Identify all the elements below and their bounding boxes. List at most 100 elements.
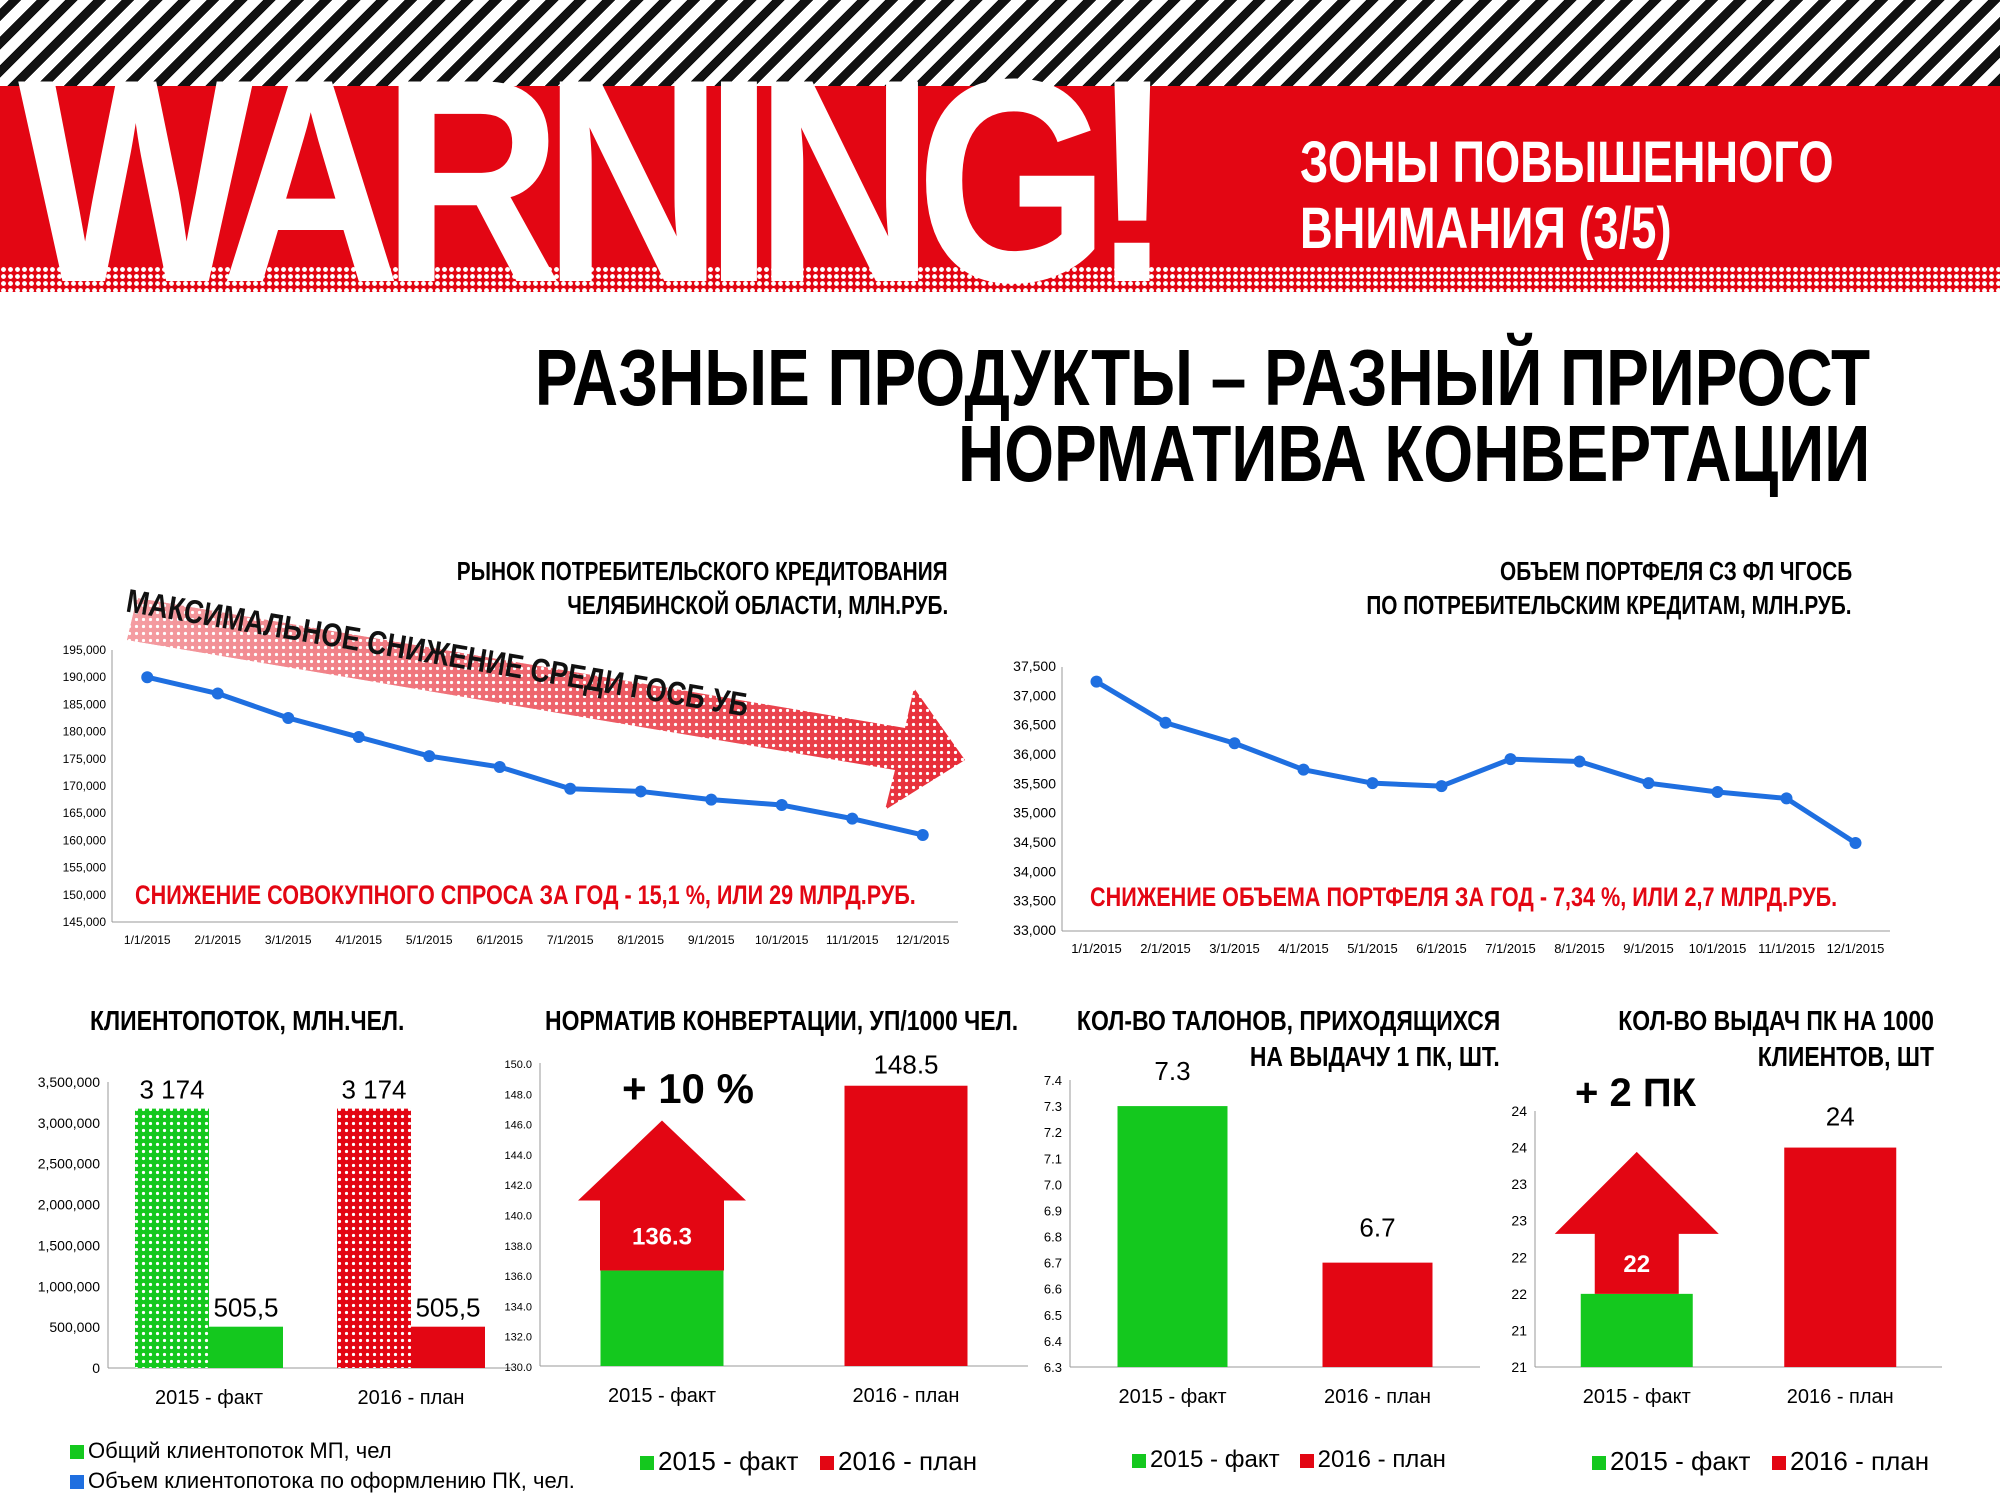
data-point [1573, 755, 1586, 768]
y-tick-label: 134.0 [504, 1301, 532, 1313]
bar-value-label: 6.7 [1359, 1213, 1395, 1243]
y-tick-label: 500,000 [49, 1319, 100, 1335]
legend-clientflow-pk: Объем клиентопотока по оформлению ПК, че… [70, 1468, 575, 1494]
y-tick-label: 3,500,000 [38, 1074, 100, 1090]
y-tick-label: 160,000 [63, 833, 107, 847]
y-tick-label: 21 [1511, 1322, 1527, 1338]
bar-chart-issues: 21 21 22 22 23 23 24 24 2015 - факт 2016 - план 22… [1511, 1071, 1942, 1408]
x-tick-label: 7/1/2015 [547, 933, 594, 947]
bar-2016 [1784, 1147, 1897, 1367]
legend-label-2016: 2016 - план [1317, 1446, 1446, 1473]
legend-conversion: 2015 - факт 2016 - план [640, 1446, 977, 1477]
x-tick-label: 2/1/2015 [194, 933, 241, 947]
legend-label-2016: 2016 - план [838, 1446, 978, 1476]
line-chart-1: 145,000 150,000 155,000 160,000 165,000 170,0… [63, 643, 958, 947]
y-tick-label: 35,500 [1013, 775, 1056, 791]
data-point [1504, 753, 1517, 766]
y-tick-label: 24 [1511, 1103, 1527, 1119]
legend-clientflow-total: Общий клиентопоток МП, чел [70, 1438, 392, 1464]
legend-label-2015: 2015 - факт [1150, 1446, 1280, 1473]
bar-value-label: 148.5 [873, 1050, 938, 1080]
x-tick-label: 5/1/2015 [406, 933, 453, 947]
bar-pk-clientflow [209, 1326, 283, 1368]
y-tick-label: 6.6 [1044, 1282, 1062, 1297]
y-tick-label: 140.0 [504, 1211, 532, 1223]
y-tick-label: 23 [1511, 1176, 1527, 1192]
bar-value-label: 3 174 [139, 1075, 204, 1105]
y-tick-label: 24 [1511, 1140, 1527, 1156]
y-tick-label: 6.9 [1044, 1203, 1062, 1218]
x-tick-label: 6/1/2015 [1416, 941, 1467, 956]
y-tick-label: 22 [1511, 1249, 1527, 1265]
x-tick-label: 3/1/2015 [265, 933, 312, 947]
y-tick-label: 150,000 [63, 888, 107, 902]
x-tick-label: 10/1/2015 [1689, 941, 1747, 956]
legend-label: Объем клиентопотока по оформлению ПК, че… [88, 1468, 575, 1493]
x-tick-label: 6/1/2015 [476, 933, 523, 947]
bar-value-label: 7.3 [1154, 1056, 1190, 1086]
x-tick-label: 4/1/2015 [335, 933, 382, 947]
warning-title: WARNING! [18, 19, 1174, 343]
legend-issues: 2015 - факт 2016 - план [1592, 1446, 1929, 1477]
data-point [1711, 785, 1724, 798]
y-tick-label: 33,500 [1013, 893, 1056, 909]
y-tick-label: 22 [1511, 1286, 1527, 1302]
x-tick-label: 9/1/2015 [1623, 941, 1674, 956]
bar-value-label: 24 [1826, 1102, 1855, 1132]
x-category-label: 2015 - факт [1119, 1386, 1227, 1408]
y-tick-label: 145,000 [63, 915, 107, 929]
subtitle-line-2: ВНИМАНИЯ (3/5) [1300, 196, 1672, 261]
y-tick-label: 2,000,000 [38, 1197, 100, 1213]
chart2-note: СНИЖЕНИЕ ОБЪЕМА ПОРТФЕЛЯ ЗА ГОД - 7,34 %… [1090, 882, 1838, 912]
legend-swatch-blue [70, 1475, 84, 1490]
x-tick-label: 2/1/2015 [1140, 941, 1191, 956]
chart4-title: НОРМАТИВ КОНВЕРТАЦИИ, УП/1000 ЧЕЛ. [545, 1005, 1019, 1036]
stripe-pattern [0, 0, 2000, 86]
bar-chart-conversion: 130.0 132.0 134.0 136.0 138.0 140.0 142.0 144.0… [504, 1050, 1028, 1407]
y-tick-label: 34,000 [1013, 863, 1056, 879]
y-tick-label: 7.3 [1044, 1099, 1062, 1114]
y-tick-label: 3,000,000 [38, 1115, 100, 1131]
y-tick-label: 21 [1511, 1359, 1527, 1375]
bar-value-label: 505,5 [213, 1293, 278, 1323]
bar-value-label: 3 174 [341, 1075, 406, 1105]
legend-swatch-green [1132, 1453, 1146, 1468]
data-point [1780, 792, 1793, 805]
dotted-band [0, 266, 2000, 292]
x-tick-label: 12/1/2015 [896, 933, 950, 947]
y-tick-label: 146.0 [504, 1120, 532, 1132]
growth-annotation: + 2 ПК [1575, 1071, 1697, 1115]
x-tick-label: 5/1/2015 [1347, 941, 1398, 956]
y-tick-label: 2,500,000 [38, 1156, 100, 1172]
data-point [1435, 780, 1448, 793]
chart1-title-line-1: РЫНОК ПОТРЕБИТЕЛЬСКОГО КРЕДИТОВАНИЯ [457, 556, 948, 586]
x-tick-label: 11/1/2015 [826, 933, 879, 947]
y-tick-label: 144.0 [504, 1150, 532, 1162]
chart3-title: КЛИЕНТОПОТОК, МЛН.ЧЕЛ. [90, 1005, 405, 1036]
x-category-label: 2016 - план [358, 1387, 465, 1409]
y-tick-label: 142.0 [504, 1180, 532, 1192]
series-line [1095, 679, 1857, 846]
red-banner [0, 86, 2000, 292]
y-tick-label: 130.0 [504, 1362, 532, 1374]
legend-swatch-red [1299, 1453, 1314, 1468]
x-tick-label: 1/1/2015 [1071, 941, 1122, 956]
y-tick-label: 190,000 [63, 670, 107, 684]
decline-arrow [127, 598, 965, 810]
line-chart-2: 33,000 33,500 34,000 34,500 35,000 35,500 36,0… [1013, 658, 1890, 956]
legend-tickets: 2015 - факт 2016 - план [1132, 1446, 1446, 1474]
data-point [1228, 737, 1241, 750]
y-tick-label: 36,000 [1013, 746, 1056, 762]
y-tick-label: 7.0 [1044, 1177, 1062, 1192]
y-tick-label: 23 [1511, 1213, 1527, 1229]
data-point [211, 687, 224, 700]
data-point [493, 760, 506, 773]
legend-swatch-red [820, 1456, 835, 1471]
bar-value-label: 22 [1623, 1251, 1650, 1278]
x-category-label: 2016 - план [853, 1385, 960, 1407]
chart6-title-line-1: КОЛ-ВО ВЫДАЧ ПК НА 1000 [1618, 1005, 1934, 1036]
y-tick-label: 1,000,000 [38, 1278, 100, 1294]
x-tick-label: 7/1/2015 [1485, 941, 1536, 956]
legend-swatch-red [1772, 1456, 1787, 1471]
y-tick-label: 0 [92, 1360, 100, 1376]
